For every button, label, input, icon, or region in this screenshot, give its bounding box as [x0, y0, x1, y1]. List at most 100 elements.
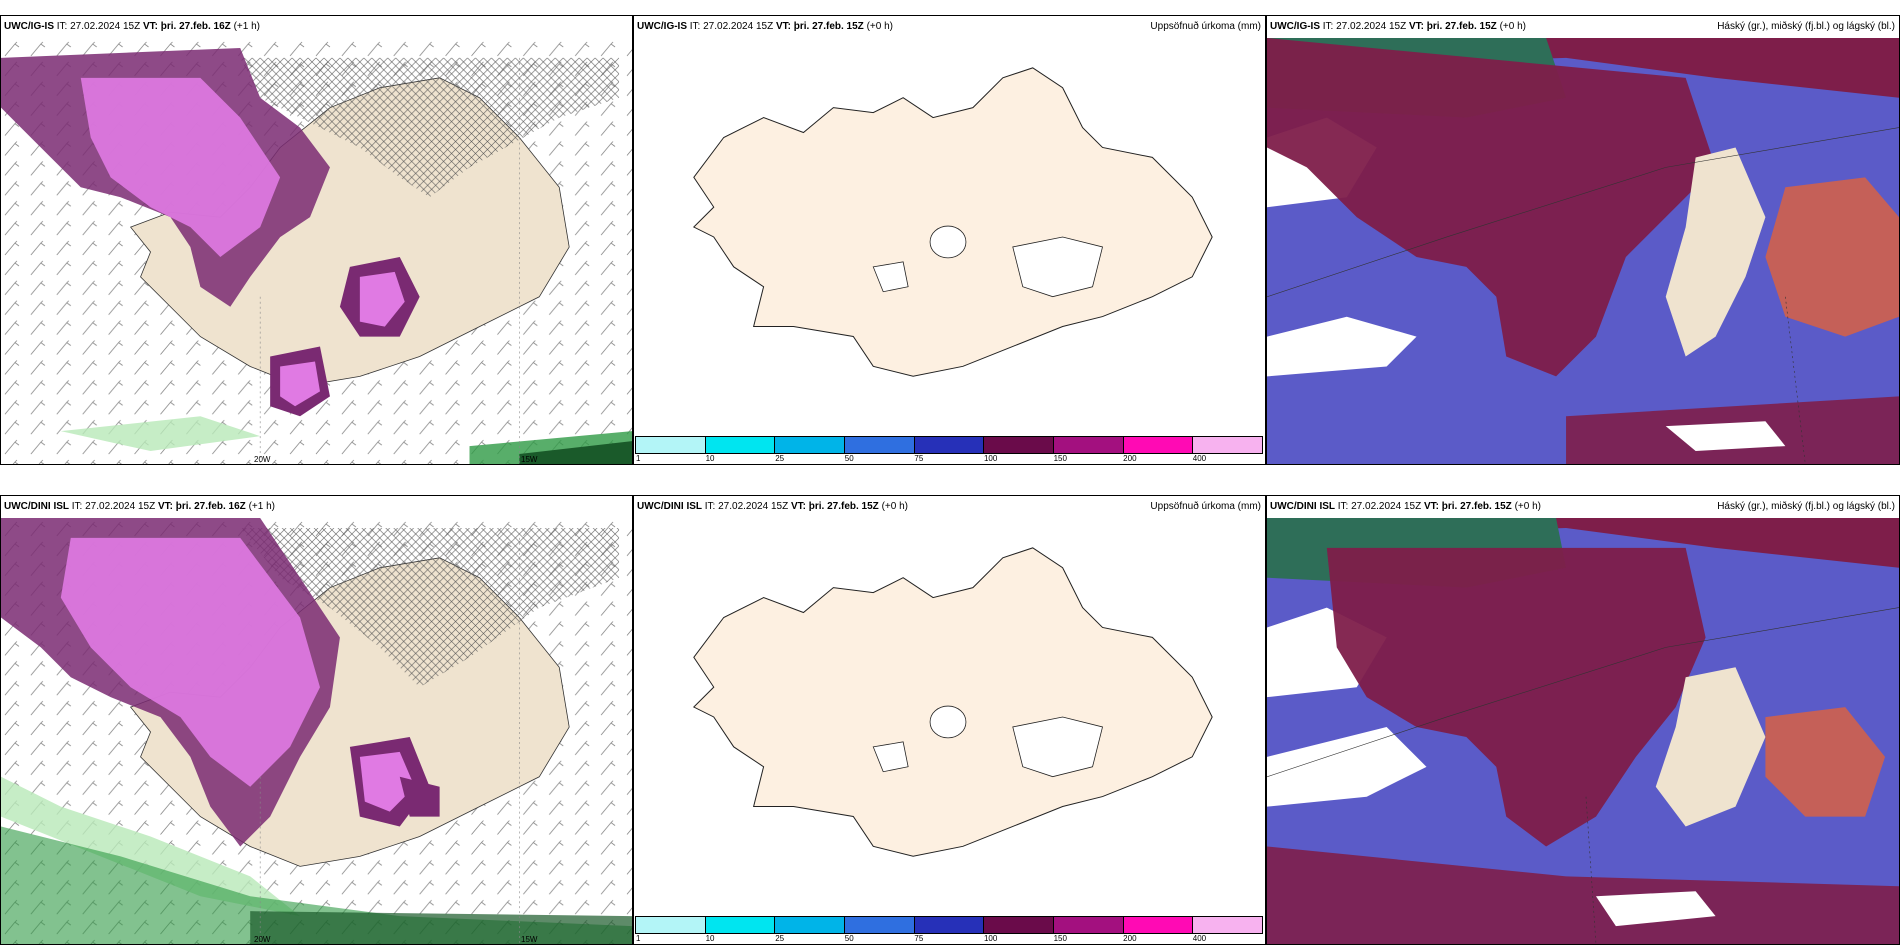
precip-map — [1, 38, 632, 464]
lead-time: (+1 h) — [248, 501, 275, 512]
colorbar-tick: 50 — [844, 934, 854, 943]
colorbar-swatch — [844, 436, 915, 454]
lead-time: (+1 h) — [233, 21, 260, 32]
colorbar-tick: 150 — [1053, 934, 1067, 943]
valid-time: þri. 27.feb. 16Z — [160, 21, 231, 32]
lead-time: (+0 h) — [881, 501, 908, 512]
precip-panel-bottom: UWC/DINI ISL IT: 27.02.2024 15Z VT: þri.… — [0, 495, 633, 945]
panel-title: Háský (gr.), miðský (fj.bl.) og lágský (… — [1717, 21, 1895, 32]
cloud-map — [1267, 518, 1899, 944]
colorbar-swatch — [704, 436, 776, 454]
colorbar-swatch — [983, 436, 1055, 454]
colorbar-tick: 200 — [1123, 934, 1137, 943]
model-name: UWC/DINI ISL — [1270, 501, 1335, 512]
model-name: UWC/DINI ISL — [4, 501, 69, 512]
iceland-land — [692, 67, 1213, 377]
valid-time: þri. 27.feb. 15Z — [808, 501, 879, 512]
colorbar-swatch — [1053, 436, 1124, 454]
colorbar-tick: 25 — [775, 934, 785, 943]
panel-header: UWC/IG-IS IT: 27.02.2024 15Z VT: þri. 27… — [1267, 16, 1899, 38]
colorbar-swatch — [913, 916, 985, 934]
valid-time: þri. 27.feb. 15Z — [1426, 21, 1497, 32]
panel-header: UWC/DINI ISL IT: 27.02.2024 15Z VT: þri.… — [1, 496, 632, 518]
colorbar-swatch — [774, 916, 846, 934]
init-time: 27.02.2024 15Z — [703, 21, 774, 32]
colorbar-tick: 100 — [983, 934, 998, 943]
colorbar-tick: 400 — [1192, 454, 1207, 463]
axis-label-15w: 15W — [521, 935, 538, 944]
colorbar-swatch — [1053, 916, 1124, 934]
colorbar-tick: 25 — [775, 454, 785, 463]
colorbar-swatch — [1122, 916, 1194, 934]
cloud-map — [1267, 38, 1899, 464]
colorbar-tick: 10 — [705, 454, 715, 463]
accum-map — [634, 38, 1265, 432]
colorbar-tick: 200 — [1123, 454, 1137, 463]
panel-title: Uppsöfnuð úrkoma (mm) — [1150, 21, 1261, 32]
accum-map-svg — [692, 547, 1213, 857]
init-time: 27.02.2024 15Z — [85, 501, 156, 512]
cloud-map-svg — [1267, 518, 1899, 944]
panel-header: UWC/DINI ISL IT: 27.02.2024 15Z VT: þri.… — [634, 496, 1265, 518]
colorbar-swatch — [1122, 436, 1194, 454]
colorbar-tick: 75 — [914, 934, 924, 943]
colorbar — [635, 916, 1264, 934]
cloud-map-svg — [1267, 38, 1899, 464]
colorbar-swatch — [844, 916, 915, 934]
colorbar-swatch — [704, 916, 776, 934]
colorbar-tick: 150 — [1053, 454, 1067, 463]
axis-label-15w: 15W — [521, 455, 538, 464]
init-time: 27.02.2024 15Z — [1351, 501, 1422, 512]
init-time: 27.02.2024 15Z — [70, 21, 141, 32]
model-name: UWC/IG-IS — [4, 21, 54, 32]
init-time: 27.02.2024 15Z — [1336, 21, 1407, 32]
model-name: UWC/DINI ISL — [637, 501, 702, 512]
valid-time: þri. 27.feb. 16Z — [175, 501, 246, 512]
colorbar-tick: 50 — [844, 454, 854, 463]
colorbar-swatch — [635, 916, 706, 934]
colorbar-tick: 1 — [636, 934, 641, 943]
lead-time: (+0 h) — [1499, 21, 1526, 32]
precip-map — [1, 518, 632, 944]
colorbar-tick: 1 — [636, 454, 641, 463]
panel-header: UWC/IG-IS IT: 27.02.2024 15Z VT: þri. 27… — [634, 16, 1265, 38]
colorbar — [635, 436, 1264, 454]
colorbar-tick: 400 — [1192, 934, 1207, 943]
panel-title: Uppsöfnuð úrkoma (mm) — [1150, 501, 1261, 512]
lead-time: (+0 h) — [1514, 501, 1541, 512]
accum-map — [634, 518, 1265, 912]
colorbar-tick: 10 — [705, 934, 715, 943]
colorbar-tick: 75 — [914, 454, 924, 463]
colorbar-tick: 100 — [983, 454, 998, 463]
mid-cloud-area — [1267, 38, 1716, 377]
accum-panel-bottom: UWC/DINI ISL IT: 27.02.2024 15Z VT: þri.… — [633, 495, 1266, 945]
precip-map-svg — [1, 38, 632, 464]
iceland-land — [692, 547, 1213, 857]
precip-map-svg — [1, 518, 632, 944]
lead-time: (+0 h) — [866, 21, 893, 32]
colorbar-swatch — [983, 916, 1055, 934]
valid-time: þri. 27.feb. 15Z — [1441, 501, 1512, 512]
colorbar-swatch — [913, 436, 985, 454]
accum-panel-top: UWC/IG-IS IT: 27.02.2024 15Z VT: þri. 27… — [633, 15, 1266, 465]
axis-label-20w: 20W — [254, 935, 271, 944]
precip-panel-top: UWC/IG-IS IT: 27.02.2024 15Z VT: þri. 27… — [0, 15, 633, 465]
colorbar-ticks: 1 10 25 50 75 100 150 200 400 — [636, 454, 1263, 464]
cloud-panel-bottom: UWC/DINI ISL IT: 27.02.2024 15Z VT: þri.… — [1266, 495, 1900, 945]
colorbar-swatch — [635, 436, 706, 454]
axis-label-20w: 20W — [254, 455, 271, 464]
colorbar-swatch — [1192, 436, 1264, 454]
accum-map-svg — [692, 67, 1213, 377]
panel-header: UWC/DINI ISL IT: 27.02.2024 15Z VT: þri.… — [1267, 496, 1899, 518]
cloud-panel-top: UWC/IG-IS IT: 27.02.2024 15Z VT: þri. 27… — [1266, 15, 1900, 465]
mid-cloud-area — [1326, 547, 1706, 847]
colorbar-ticks: 1 10 25 50 75 100 150 200 400 — [636, 934, 1263, 944]
colorbar-swatch — [1192, 916, 1264, 934]
panel-header: UWC/IG-IS IT: 27.02.2024 15Z VT: þri. 27… — [1, 16, 632, 38]
panel-title: Háský (gr.), miðský (fj.bl.) og lágský (… — [1717, 501, 1895, 512]
colorbar-swatch — [774, 436, 846, 454]
init-time: 27.02.2024 15Z — [718, 501, 789, 512]
valid-time: þri. 27.feb. 15Z — [793, 21, 864, 32]
model-name: UWC/IG-IS — [637, 21, 687, 32]
model-name: UWC/IG-IS — [1270, 21, 1320, 32]
